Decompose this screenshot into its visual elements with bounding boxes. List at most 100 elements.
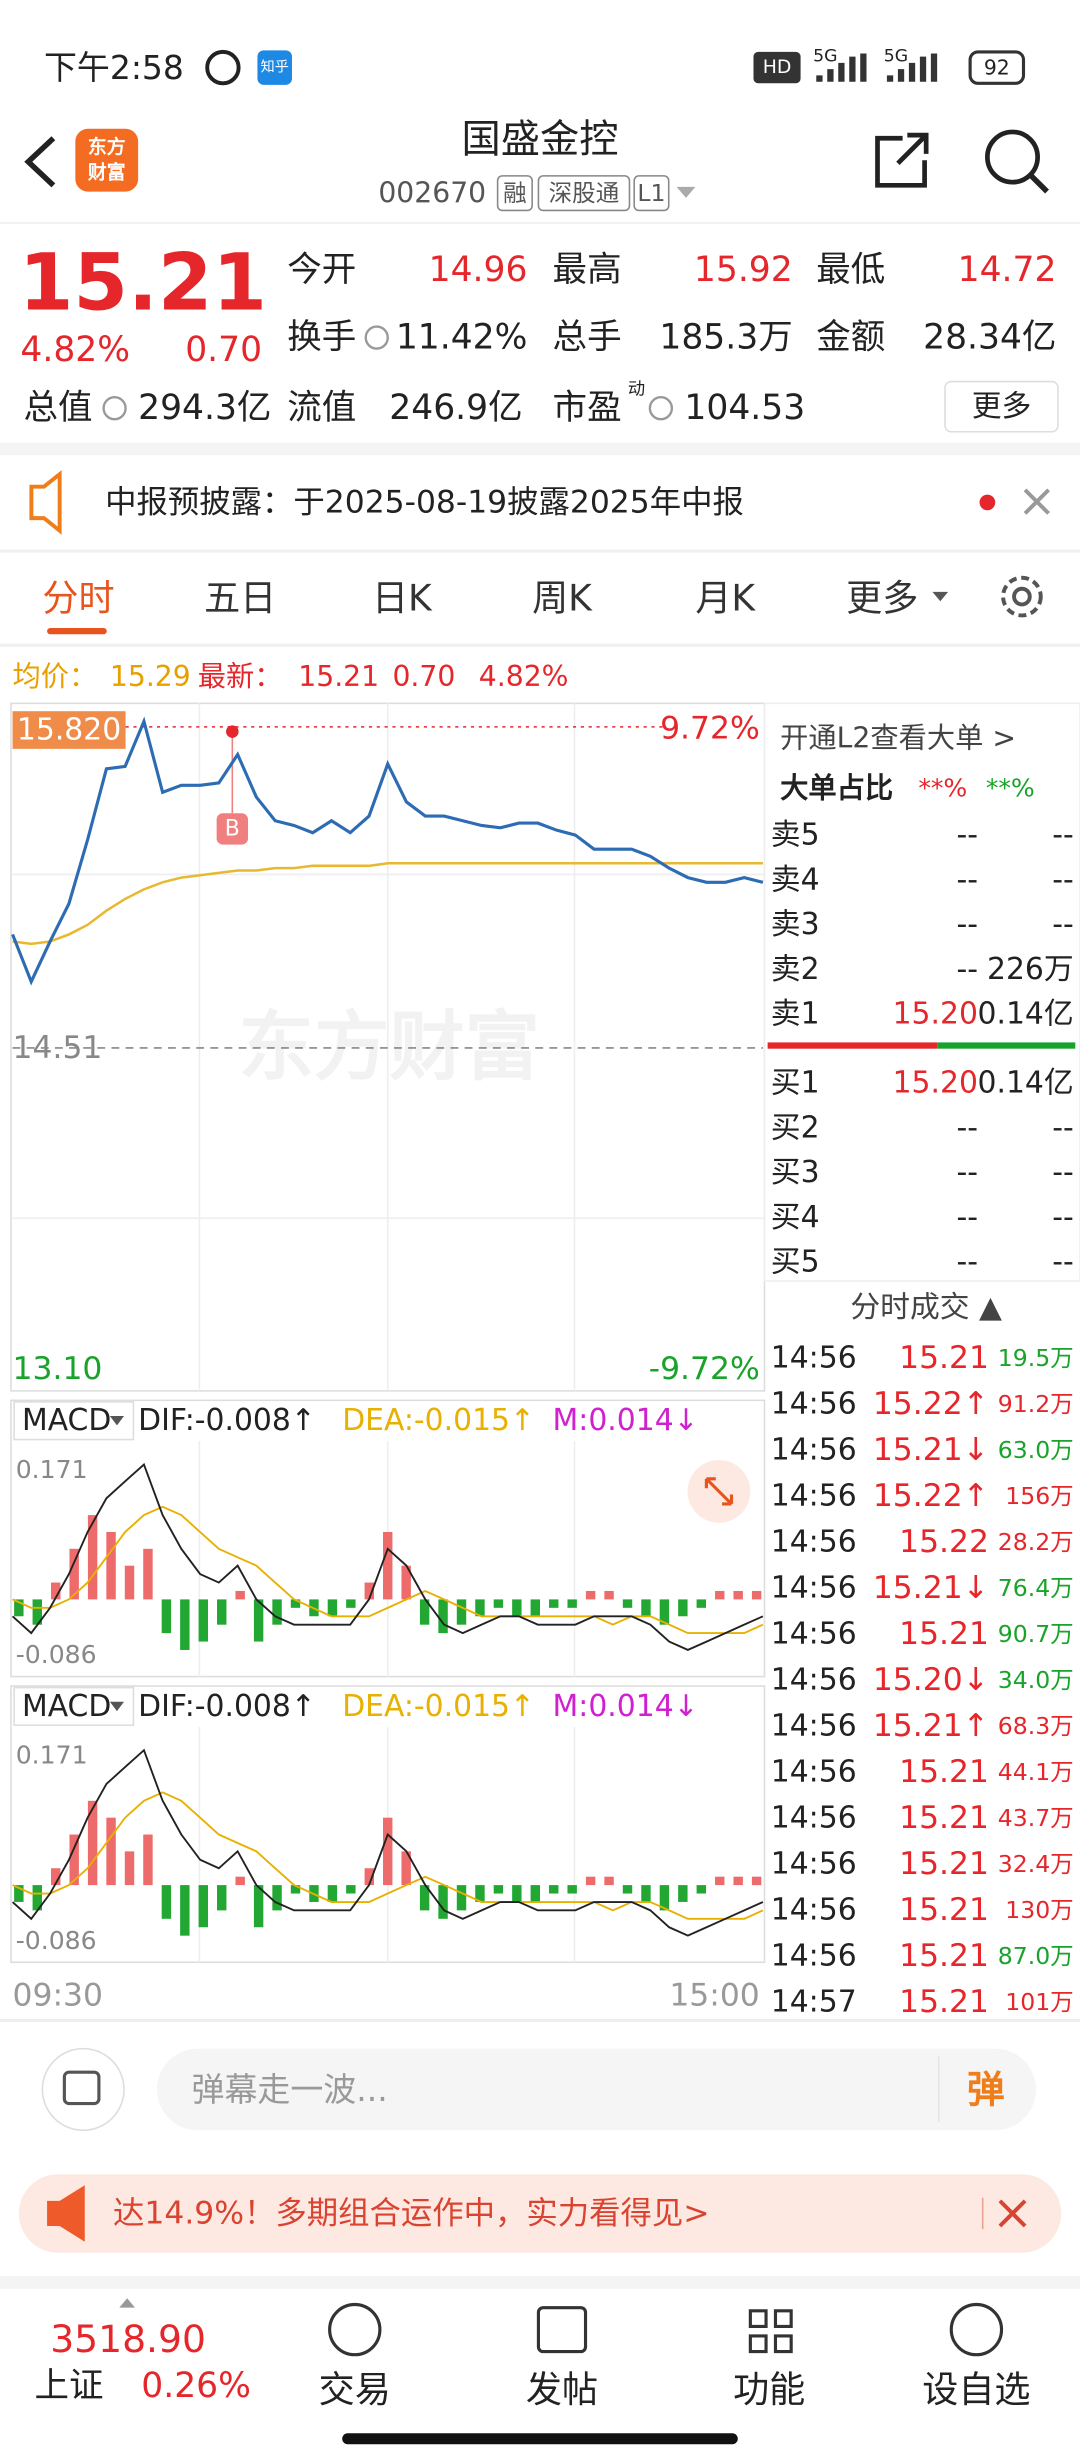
settings-button[interactable]: [1001, 575, 1043, 618]
dea-label: DEA:-0.015↑: [342, 1689, 535, 1724]
stat-label-sup: 动: [628, 379, 645, 399]
stat-label: 最低: [816, 250, 885, 290]
more-button[interactable]: [944, 380, 1059, 433]
macd-bar: [696, 1885, 707, 1894]
macd-bar: [493, 1599, 504, 1608]
notice-text: 中报预披露：于2025-08-19披露2025年中报: [105, 484, 744, 520]
macd-bar: [567, 1885, 577, 1894]
ad-banner[interactable]: 达14.9%！多期组合运作中，实力看得见>: [18, 2174, 1062, 2253]
indicator-select[interactable]: [13, 1401, 135, 1441]
buy-marker-dot: [226, 725, 239, 738]
comment-list-icon: [62, 2070, 101, 2106]
dif-line: [11, 1748, 764, 1937]
macd-bar: [715, 1590, 725, 1600]
app-badge: [257, 50, 292, 85]
book-price: --: [956, 1110, 978, 1145]
macd-tick-label: -0.086: [16, 1926, 97, 1955]
index-value[interactable]: 3518.90: [50, 2317, 206, 2361]
macd-bar: [419, 1599, 430, 1625]
close-button[interactable]: [1023, 488, 1050, 515]
tab[interactable]: 周K: [532, 577, 593, 620]
back-button[interactable]: [24, 136, 56, 188]
m-label: M:0.014↓: [553, 1689, 699, 1724]
stock-code: 002670: [378, 177, 486, 210]
macd-bar: [549, 1599, 559, 1608]
comment-input[interactable]: [156, 2048, 1037, 2131]
macd-bar: [733, 1590, 743, 1600]
macd-bar: [180, 1599, 190, 1650]
search-handle: [1029, 173, 1049, 194]
trade-price: 15.20↓: [873, 1662, 989, 1698]
macd-bar: [51, 1582, 61, 1600]
trade-time: 14:56: [771, 1570, 857, 1605]
trade-time: 14:56: [771, 1892, 857, 1927]
nav-item[interactable]: 功能: [733, 2368, 805, 2411]
macd-bar: [475, 1885, 485, 1902]
macd-bar: [106, 1817, 116, 1886]
buy-marker[interactable]: [216, 813, 249, 845]
comment-list-button[interactable]: [41, 2047, 125, 2132]
y-tick-label: 13.10: [13, 1351, 103, 1387]
time-end: 15:00: [669, 1977, 759, 2013]
macd-bar: [364, 1868, 374, 1886]
nav-item[interactable]: 交易: [319, 2368, 391, 2411]
ad-text: 达14.9%！多期组合运作中，实力看得见>: [113, 2195, 710, 2231]
signal: [816, 53, 867, 82]
trade-price: 15.22↑: [873, 1478, 989, 1514]
share-button[interactable]: [875, 132, 929, 188]
book-price: --: [956, 818, 978, 853]
nav-item[interactable]: 发帖: [526, 2368, 598, 2411]
macd-bar: [272, 1885, 282, 1911]
book-label: 卖3: [771, 907, 820, 942]
trade-price: 15.21: [899, 1984, 989, 2020]
search-button[interactable]: [985, 129, 1040, 185]
trade-volume: 76.4万: [998, 1574, 1074, 1602]
macd-bar: [622, 1885, 633, 1894]
ratio-label: 大单占比: [780, 772, 893, 805]
tab[interactable]: 更多: [846, 577, 918, 620]
trade-volume: 34.0万: [998, 1666, 1074, 1694]
trade-time: 14:56: [771, 1846, 857, 1881]
indicator-dropdown: [109, 1701, 125, 1712]
trade-price: 15.21: [899, 1340, 989, 1376]
trade-price: 15.21↓: [873, 1570, 989, 1606]
danmaku-button[interactable]: 弹: [967, 2067, 1005, 2111]
latest-label: 最新：: [198, 660, 283, 693]
ad-close[interactable]: [998, 2199, 1027, 2228]
stats: 今开 14.96 最高 15.92 最低 14.72 换手 11.42% 总手 185.3万 金额 2…: [24, 250, 1057, 428]
macd-bar: [198, 1885, 208, 1928]
tab[interactable]: 分时: [42, 577, 114, 620]
price-line: [11, 716, 764, 986]
l2-link[interactable]: 开通L2查看大单 >: [780, 721, 1016, 754]
notice[interactable]: 中报预披露：于2025-08-19披露2025年中报: [0, 470, 1080, 553]
tag-box: [496, 175, 533, 212]
book-volume: 0.14亿: [978, 997, 1074, 1032]
dea-label: DEA:-0.015↑: [342, 1403, 535, 1438]
trade-time: 14:57: [771, 1984, 857, 2019]
tab[interactable]: 月K: [695, 577, 756, 620]
avg-value: 15.29: [110, 660, 191, 693]
stat-label: 金额: [816, 318, 885, 358]
book-price: 15.20: [893, 1066, 978, 1101]
nav-item[interactable]: 设自选: [922, 2368, 1030, 2411]
dropdown-arrow[interactable]: [676, 186, 696, 198]
book-price: --: [956, 862, 978, 897]
macd-bar: [346, 1599, 356, 1608]
book-label: 买2: [771, 1110, 820, 1145]
book-label: 卖2: [771, 952, 820, 987]
tab[interactable]: 五日: [204, 577, 276, 620]
macd-bar: [180, 1885, 190, 1936]
trade-time: 14:56: [771, 1478, 857, 1513]
tab[interactable]: 日K: [372, 577, 433, 620]
book-price: --: [956, 1155, 978, 1190]
macd-bar: [512, 1599, 522, 1617]
comment-placeholder: 弹幕走一波...: [192, 2070, 388, 2109]
trade-price: 15.21: [899, 1846, 989, 1882]
stat-label: 总值: [24, 388, 93, 428]
macd-bar: [32, 1885, 42, 1911]
macd-bar: [456, 1885, 467, 1911]
stat-label: 总手: [553, 318, 622, 358]
badge-text: 知乎: [261, 59, 289, 76]
book-frame: [763, 702, 1080, 1282]
